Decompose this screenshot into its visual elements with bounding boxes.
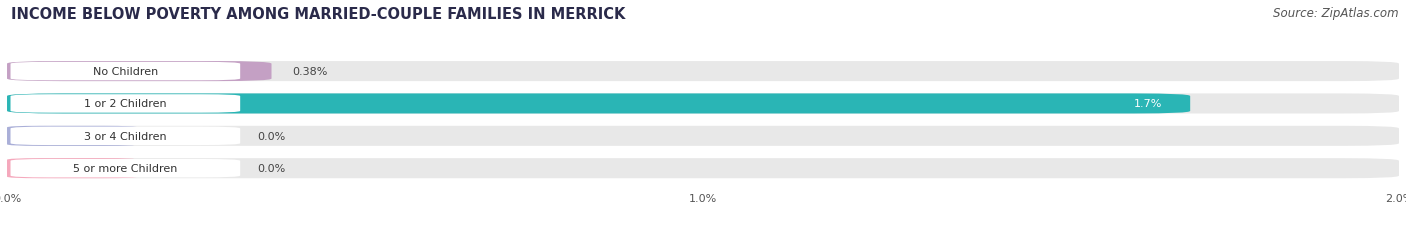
FancyBboxPatch shape (7, 158, 1399, 179)
FancyBboxPatch shape (7, 62, 271, 82)
FancyBboxPatch shape (10, 63, 240, 81)
Text: No Children: No Children (93, 67, 157, 77)
Text: 0.38%: 0.38% (292, 67, 328, 77)
Text: 1.7%: 1.7% (1135, 99, 1163, 109)
FancyBboxPatch shape (7, 94, 1399, 114)
FancyBboxPatch shape (10, 127, 240, 146)
Text: 0.0%: 0.0% (257, 131, 285, 141)
Text: Source: ZipAtlas.com: Source: ZipAtlas.com (1274, 7, 1399, 20)
FancyBboxPatch shape (10, 159, 240, 178)
FancyBboxPatch shape (7, 126, 1399, 146)
Text: 3 or 4 Children: 3 or 4 Children (84, 131, 167, 141)
Text: INCOME BELOW POVERTY AMONG MARRIED-COUPLE FAMILIES IN MERRICK: INCOME BELOW POVERTY AMONG MARRIED-COUPL… (11, 7, 626, 22)
Text: 0.0%: 0.0% (257, 164, 285, 173)
Text: 1 or 2 Children: 1 or 2 Children (84, 99, 167, 109)
FancyBboxPatch shape (7, 94, 1191, 114)
FancyBboxPatch shape (7, 62, 1399, 82)
FancyBboxPatch shape (7, 158, 138, 179)
Text: 5 or more Children: 5 or more Children (73, 164, 177, 173)
FancyBboxPatch shape (10, 95, 240, 113)
FancyBboxPatch shape (7, 126, 138, 146)
